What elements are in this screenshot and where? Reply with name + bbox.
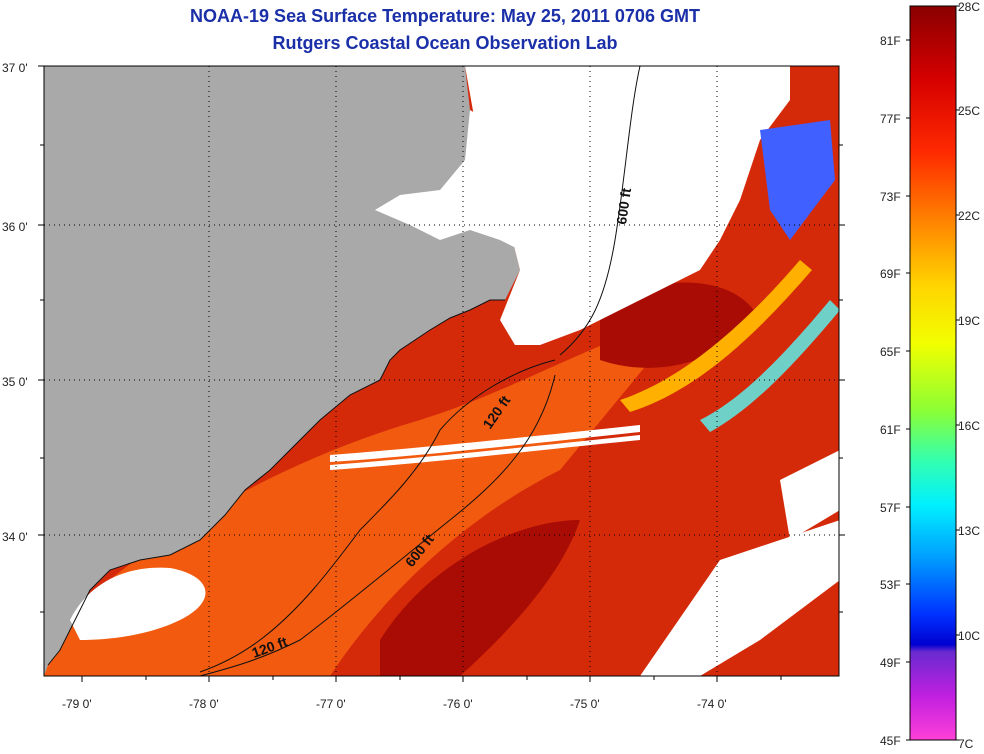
lat-label: 37 0' (2, 61, 28, 75)
colorbar-c-label: 16C (958, 419, 980, 433)
colorbar-f-label: 69F (880, 267, 901, 281)
lon-label: -74 0' (697, 697, 727, 711)
lat-label: 34 0' (2, 530, 28, 544)
lon-label: -75 0' (570, 697, 600, 711)
colorbar-f-label: 77F (880, 112, 901, 126)
colorbar (910, 6, 956, 740)
colorbar-c-label: 10C (958, 629, 980, 643)
colorbar-f-label: 73F (880, 190, 901, 204)
colorbar-f-label: 45F (880, 734, 901, 748)
colorbar-c-label: 13C (958, 524, 980, 538)
lon-label: -76 0' (443, 697, 473, 711)
colorbar-c-label: 22C (958, 209, 980, 223)
colorbar-c-label: 25C (958, 104, 980, 118)
colorbar-f-label: 57F (880, 501, 901, 515)
colorbar-f-label: 81F (880, 34, 901, 48)
colorbar-c-label: 28C (958, 0, 980, 14)
colorbar-c-label: 7C (958, 737, 974, 751)
colorbar-f-label: 61F (880, 423, 901, 437)
colorbar-f-label: 49F (880, 656, 901, 670)
lon-label: -77 0' (316, 697, 346, 711)
colorbar-f-label: 53F (880, 578, 901, 592)
lon-label: -79 0' (62, 697, 92, 711)
colorbar-f-label: 65F (880, 345, 901, 359)
lat-label: 36 0' (2, 220, 28, 234)
colorbar-c-label: 19C (958, 314, 980, 328)
lat-label: 35 0' (2, 375, 28, 389)
lon-label: -78 0' (189, 697, 219, 711)
